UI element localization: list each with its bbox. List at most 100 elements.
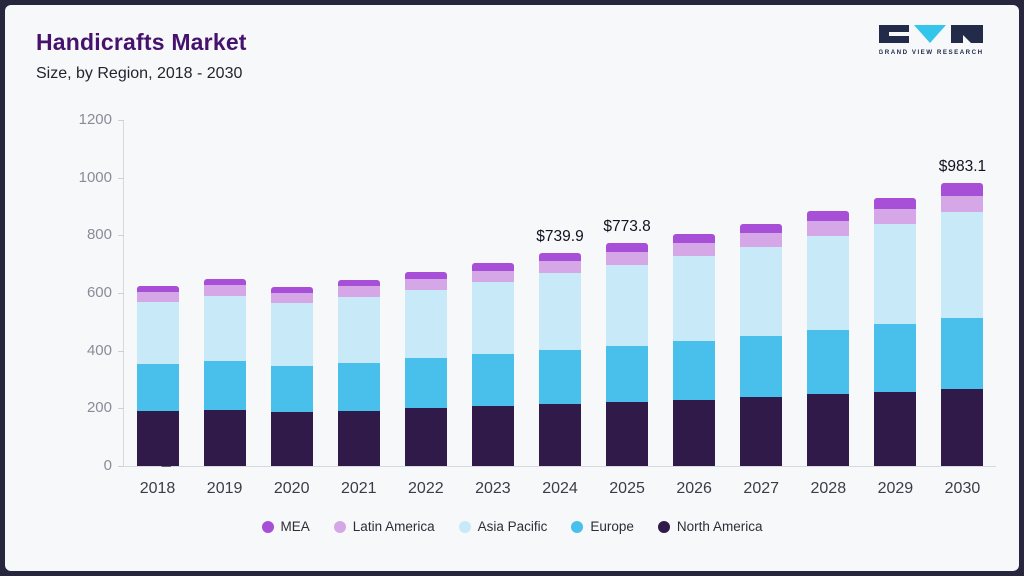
bar-segment-mea [203, 278, 246, 286]
x-tick-label: 2023 [475, 480, 511, 497]
y-tick-label: 200 [86, 399, 112, 417]
x-tick-label: 2025 [609, 480, 645, 497]
legend-dot [657, 520, 670, 533]
bar-segment-mea [673, 233, 716, 243]
bar-segment-asia-pacific [404, 289, 447, 359]
legend-label: Europe [590, 519, 634, 534]
logo-glyph-right [951, 25, 983, 43]
page-subtitle: Size, by Region, 2018 - 2030 [36, 65, 243, 82]
y-tick-mark [118, 466, 124, 467]
legend: MEA Latin America Asia Pacific Europe North … [5, 519, 1019, 534]
bar-segment-north-america [404, 408, 447, 466]
y-tick-mark [118, 408, 124, 410]
bar-segment-asia-pacific [740, 246, 783, 336]
x-tick-label: 2024 [542, 480, 578, 497]
y-tick-mark [118, 120, 124, 121]
bar-segment-mea [874, 197, 917, 209]
bar-value-label: $773.8 [603, 217, 651, 235]
bar-segment-north-america [874, 391, 917, 466]
bar-segment-europe [203, 361, 246, 410]
legend-item-asia-pacific: Asia Pacific [458, 519, 548, 534]
bar-segment-europe [740, 335, 783, 398]
legend-label: North America [676, 519, 763, 534]
legend-item-latin-america: Latin America [333, 519, 435, 534]
bar-segment-north-america [203, 409, 246, 466]
bar-segment-mea [539, 252, 581, 261]
bar-segment-latin-america [270, 293, 313, 304]
x-tick-label: 2020 [273, 480, 310, 497]
x-tick-label: 2028 [810, 480, 847, 497]
bar-segment-north-america [807, 394, 850, 466]
bar-segment-north-america [471, 406, 514, 466]
y-tick-mark [118, 350, 124, 352]
bar-segment-europe [941, 317, 984, 390]
bar-segment-latin-america [807, 221, 850, 236]
bar-segment-europe [404, 358, 447, 409]
bar-segment-north-america [136, 411, 179, 466]
y-tick-label: 1000 [78, 168, 112, 186]
bar-segment-mea [136, 285, 179, 292]
bar-segment-asia-pacific [136, 301, 179, 364]
bar-segment-latin-america [740, 233, 783, 247]
legend-item-mea: MEA [261, 519, 310, 534]
bar-segment-europe [337, 362, 380, 411]
bar-segment-asia-pacific [807, 235, 850, 330]
bar-segment-latin-america [673, 242, 716, 257]
bar-segment-north-america [673, 399, 716, 466]
y-tick-label: 400 [86, 341, 112, 359]
x-tick-label: 2021 [340, 480, 377, 497]
x-tick-label: 2029 [877, 480, 914, 497]
bar-segment-mea [606, 242, 649, 252]
x-tick-label: 2030 [944, 480, 981, 497]
bar-segment-asia-pacific [941, 212, 984, 318]
y-tick-label: 800 [86, 226, 112, 244]
bar-segment-mea [404, 271, 447, 279]
chart-card: Handicrafts Market Size, by Region, 2018… [5, 5, 1019, 571]
y-tick-mark [118, 293, 124, 294]
bar-segment-latin-america [404, 278, 447, 290]
x-tick-label: 2018 [139, 480, 176, 497]
bar-segment-europe [471, 354, 514, 407]
bar-segment-north-america [740, 397, 783, 466]
bar-segment-asia-pacific [606, 265, 649, 346]
legend-dot [571, 520, 584, 533]
bar-segment-europe [136, 363, 179, 412]
bar-segment-asia-pacific [874, 224, 917, 324]
bar-segment-mea [337, 280, 380, 287]
bar-segment-asia-pacific [673, 256, 716, 341]
bar-segment-europe [606, 345, 649, 403]
legend-label: Latin America [352, 519, 435, 534]
logo-glyph-left [879, 25, 909, 43]
x-tick-label: 2022 [408, 480, 444, 497]
bar-segment-north-america [337, 410, 380, 466]
bar-segment-europe [539, 350, 581, 405]
bar-segment-latin-america [606, 251, 649, 266]
y-tick-mark [118, 177, 124, 179]
bar-segment-latin-america [539, 261, 581, 274]
bar-segment-europe [807, 329, 850, 395]
bar-segment-latin-america [941, 195, 984, 213]
legend-label: Asia Pacific [477, 519, 548, 534]
bar-segment-asia-pacific [337, 297, 380, 363]
logo-glyph-triangle [914, 25, 946, 43]
bar-segment-latin-america [203, 285, 246, 297]
bar-segment-latin-america [874, 208, 917, 225]
x-tick-label: 2026 [676, 480, 712, 497]
x-tick-label: 2027 [743, 480, 780, 497]
bar-segment-europe [270, 366, 313, 413]
bar-segment-mea [471, 263, 514, 271]
x-tick-label: 2019 [206, 480, 243, 497]
bar-segment-mea [270, 286, 313, 293]
y-tick-label: 0 [103, 457, 112, 474]
bar-segment-north-america [606, 402, 649, 466]
bar-segment-mea [941, 182, 984, 196]
bar-segment-north-america [539, 404, 581, 466]
bar-segment-latin-america [471, 270, 514, 283]
bar-value-label: $739.9 [536, 227, 584, 245]
bar-segment-asia-pacific [270, 303, 313, 367]
bar-segment-mea [807, 211, 850, 222]
legend-label: MEA [280, 519, 310, 534]
logo-text: GRAND VIEW RESEARCH [879, 49, 983, 56]
legend-dot [458, 520, 471, 533]
bar-segment-latin-america [136, 291, 179, 302]
